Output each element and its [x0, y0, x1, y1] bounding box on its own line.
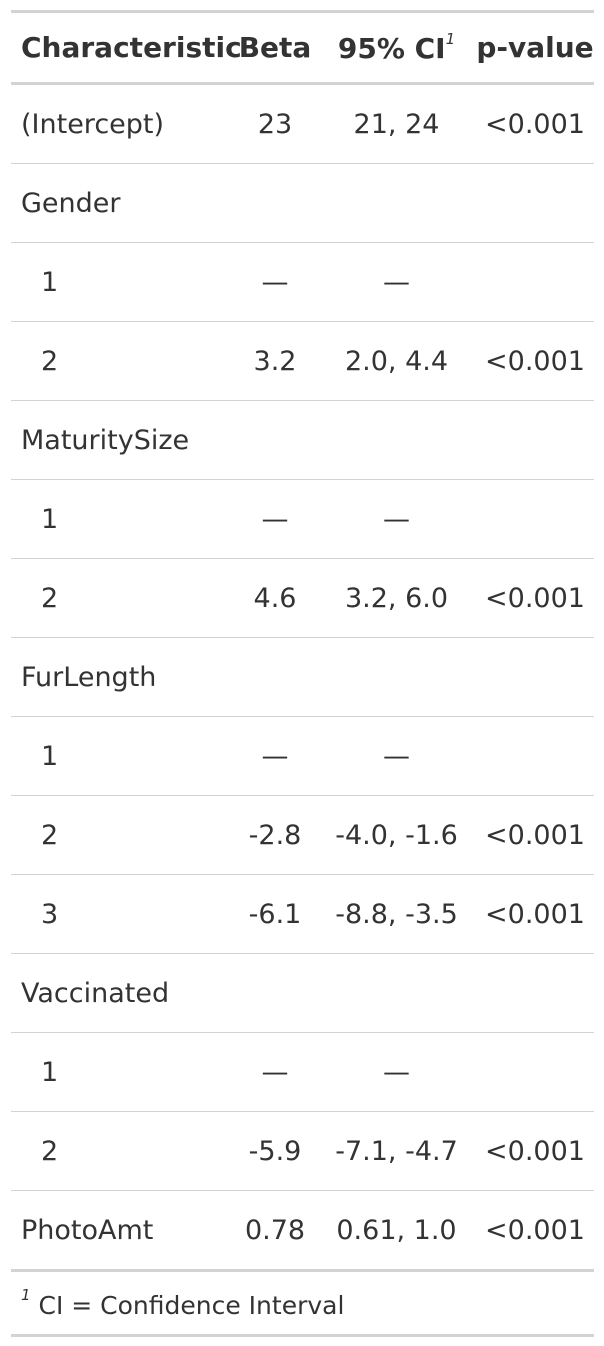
- row-label: Vaccinated: [11, 953, 233, 1033]
- beta-cell: —: [233, 1032, 317, 1112]
- ci-cell: —: [317, 479, 476, 559]
- row-label: 2: [11, 1111, 233, 1191]
- header-ci: 95% CI1: [317, 11, 476, 85]
- row-label: 1: [11, 242, 233, 322]
- table-row: 2 4.6 3.2, 6.0 <0.001: [11, 558, 594, 638]
- row-label: 1: [11, 1032, 233, 1112]
- row-label: 2: [11, 795, 233, 875]
- p-value-cell: <0.001: [476, 1190, 594, 1271]
- p-value-cell: <0.001: [485, 108, 585, 140]
- regression-table: Characteristic Beta 95% CI1 p-value (Int…: [11, 10, 594, 1337]
- p-value-cell: [476, 716, 594, 796]
- row-label: (Intercept): [21, 108, 165, 140]
- row-label: 1: [11, 479, 233, 559]
- row-label: 2: [11, 558, 233, 638]
- ci-cell: -8.8, -3.5: [317, 874, 476, 954]
- footnote-mark: 1: [21, 1286, 31, 1304]
- ci-cell: [317, 400, 476, 480]
- row-label: FurLength: [11, 637, 233, 717]
- p-value-cell: [476, 953, 594, 1033]
- beta-cell: 0.78: [233, 1190, 317, 1271]
- beta-cell: [233, 637, 317, 717]
- table-row: Vaccinated: [11, 953, 594, 1033]
- row-label: MaturitySize: [11, 400, 233, 480]
- beta-cell: [233, 163, 317, 243]
- p-value-cell: <0.001: [476, 321, 594, 401]
- header-ci-label: 95% CI: [337, 32, 446, 65]
- p-value-cell: [476, 242, 594, 322]
- table-row: Gender: [11, 163, 594, 243]
- ci-cell: 0.61, 1.0: [317, 1190, 476, 1271]
- p-value-cell: [476, 400, 594, 480]
- p-value-cell: <0.001: [476, 558, 594, 638]
- ci-footnote-mark: 1: [445, 30, 456, 48]
- table-row: 1 — —: [11, 716, 594, 796]
- table-row: 1 — —: [11, 1032, 594, 1112]
- beta-cell: [233, 400, 317, 480]
- row-label: Gender: [11, 163, 233, 243]
- p-value-cell: [476, 479, 594, 559]
- ci-cell: [317, 163, 476, 243]
- beta-cell: -5.9: [233, 1111, 317, 1191]
- ci-cell: [317, 637, 476, 717]
- table-row: PhotoAmt 0.78 0.61, 1.0 <0.001: [11, 1190, 594, 1271]
- ci-cell: —: [317, 716, 476, 796]
- footnote: 1 CI = Confidence Interval: [11, 1269, 594, 1336]
- beta-cell: 3.2: [233, 321, 317, 401]
- p-value-cell: <0.001: [476, 874, 594, 954]
- header-characteristic: Characteristic: [11, 11, 242, 85]
- table-row: 2 3.2 2.0, 4.4 <0.001: [11, 321, 594, 401]
- table-row: 2 -2.8 -4.0, -1.6 <0.001: [11, 795, 594, 875]
- table-row: 1 — —: [11, 479, 594, 559]
- row-label: 2: [11, 321, 233, 401]
- ci-cell: -4.0, -1.6: [317, 795, 476, 875]
- footnote-text: CI = Confidence Interval: [38, 1291, 345, 1320]
- table-row: FurLength: [11, 637, 594, 717]
- ci-cell: —: [317, 242, 476, 322]
- ci-cell: 3.2, 6.0: [317, 558, 476, 638]
- beta-cell: —: [233, 242, 317, 322]
- p-value-cell: [476, 1032, 594, 1112]
- beta-cell: —: [233, 479, 317, 559]
- ci-cell: -7.1, -4.7: [317, 1111, 476, 1191]
- p-value-cell: [476, 637, 594, 717]
- footnote-row: 1 CI = Confidence Interval: [11, 1269, 594, 1336]
- ci-cell: 2.0, 4.4: [317, 321, 476, 401]
- p-value-cell: <0.001: [476, 795, 594, 875]
- table-row: 2 -5.9 -7.1, -4.7 <0.001: [11, 1111, 594, 1191]
- row-label: PhotoAmt: [11, 1190, 233, 1271]
- beta-cell: -6.1: [233, 874, 317, 954]
- ci-cell: 21, 24: [353, 108, 440, 140]
- table-row: (Intercept) 23 21, 24 <0.001: [11, 84, 594, 164]
- beta-cell: [233, 953, 317, 1033]
- table-row: MaturitySize: [11, 400, 594, 480]
- row-label: 3: [11, 874, 233, 954]
- header-beta: Beta: [233, 11, 317, 85]
- beta-cell: -2.8: [233, 795, 317, 875]
- regression-table-container: Characteristic Beta 95% CI1 p-value (Int…: [11, 10, 594, 1337]
- table-row: 3 -6.1 -8.8, -3.5 <0.001: [11, 874, 594, 954]
- row-label: 1: [11, 716, 233, 796]
- p-value-cell: [476, 163, 594, 243]
- beta-cell: 23: [257, 108, 293, 140]
- header-p-value: p-value: [476, 11, 594, 85]
- table-row: 1 — —: [11, 242, 594, 322]
- ci-cell: [317, 953, 476, 1033]
- header-row: Characteristic Beta 95% CI1 p-value: [11, 11, 594, 85]
- beta-cell: —: [233, 716, 317, 796]
- beta-cell: 4.6: [233, 558, 317, 638]
- p-value-cell: <0.001: [476, 1111, 594, 1191]
- ci-cell: —: [317, 1032, 476, 1112]
